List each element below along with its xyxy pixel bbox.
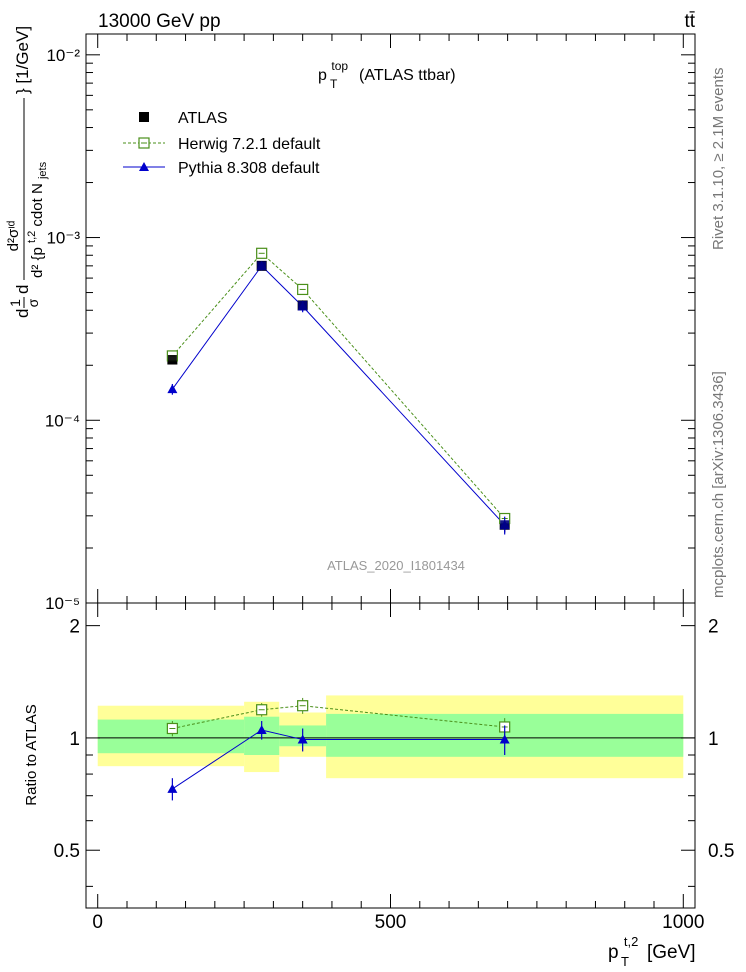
ylabel-suffix: } [1/GeV] (13, 26, 32, 94)
ratio-ytick-label-right: 1 (708, 729, 719, 750)
main-panel: 10⁻⁵ 10⁻⁴ 10⁻³ 10⁻² p top T (ATLAS ttbar) A… (5, 26, 696, 613)
ratio-ytick-label-left: 2 (69, 617, 80, 638)
ratio-data-layer (166, 697, 511, 801)
xtick-label: 0 (92, 912, 103, 933)
ylabel-frac2-den: d² {p t,2 cdot N jets (22, 161, 49, 278)
xlabel-p: p (608, 942, 619, 963)
main-ytick-label: 10⁻³ (46, 229, 80, 248)
ratio-ytick-label-left: 1 (69, 729, 80, 750)
ratio-pythia-point (256, 725, 267, 735)
title-sub: T (330, 77, 338, 91)
ratio-pythia-point (297, 734, 308, 744)
xlabel-sup: t,2 (624, 934, 638, 949)
ratio-pythia-point (499, 734, 510, 744)
xtick-label: 1000 (662, 912, 704, 933)
legend-label-herwig: Herwig 7.2.1 default (178, 136, 321, 153)
title-suffix: (ATLAS ttbar) (359, 67, 456, 84)
xlabel-sub: T (621, 954, 629, 969)
ylabel-mid: d (13, 285, 32, 294)
plot-title: p top T (ATLAS ttbar) (318, 57, 456, 92)
ylabel-den-sub: jets (37, 161, 49, 180)
analysis-watermark: ATLAS_2020_I1801434 (327, 558, 465, 573)
title-sup: top (331, 59, 348, 73)
xlabel-suffix: [GeV] (647, 942, 696, 963)
pythia-point (167, 384, 178, 394)
ratio-ylabel: Ratio to ATLAS (23, 704, 40, 805)
ratio-pythia-point (167, 783, 178, 793)
pythia-line (171, 265, 506, 526)
header-right: tt̄ (684, 11, 695, 32)
ratio-pythia-line (172, 729, 505, 790)
atlas-point-overlay (298, 300, 308, 310)
atlas-point-overlay (257, 261, 267, 271)
main-ytick-label: 10⁻⁴ (45, 411, 80, 430)
ratio-panel: 0.5 0.5 1 1 2 2 0 500 1000 Ratio to ATLAS p t,2 … (23, 602, 734, 971)
herwig-line (171, 252, 506, 519)
legend-label-atlas: ATLAS (178, 110, 228, 127)
ylabel-frac1-num: 1 (7, 299, 23, 307)
main-ytick-label: 10⁻² (46, 46, 80, 65)
ylabel-prefix: d (13, 309, 32, 318)
legend-label-pythia: Pythia 8.308 default (178, 160, 320, 177)
rivet-label: Rivet 3.1.10, ≥ 2.1M events (710, 68, 727, 251)
ratio-bands (97, 695, 695, 779)
ratio-herwig-line (172, 705, 505, 729)
ylabel-den-sup: t,2 (26, 231, 38, 243)
header-left: 13000 GeV pp (98, 11, 221, 32)
xtick-label: 500 (375, 912, 407, 933)
ylabel-frac1-den: σ (25, 298, 41, 307)
ylabel-den-text: d² {p (29, 247, 46, 278)
main-ylabel: d 1 σ d d²σᶦᵈ d² {p t,2 cdot N jets } [1… (5, 26, 49, 318)
ylabel-frac2-num: d²σᶦᵈ (5, 220, 22, 251)
ylabel-den-rest: cdot N (29, 183, 46, 226)
legend-marker-pythia (139, 162, 149, 171)
atlas-point-overlay (167, 355, 177, 365)
title-p: p (318, 67, 327, 84)
main-axes: 10⁻⁵ 10⁻⁴ 10⁻³ 10⁻² (45, 34, 695, 613)
ratio-axes: 0.5 0.5 1 1 2 2 0 500 1000 (54, 603, 734, 933)
main-ytick-label: 10⁻⁵ (45, 594, 80, 613)
atlas-point-overlay (500, 520, 510, 530)
ratio-ytick-label-left: 0.5 (54, 841, 80, 862)
legend: ATLAS Herwig 7.2.1 default Pythia 8.308 … (123, 110, 321, 177)
ratio-ytick-label-right: 2 (708, 617, 719, 638)
ratio-ytick-label-right: 0.5 (708, 841, 734, 862)
legend-marker-atlas (139, 112, 149, 122)
x-axis-label: p t,2 T [GeV] (608, 930, 696, 971)
main-data-layer (166, 247, 511, 535)
mcplots-label: mcplots.cern.ch [arXiv:1306.3436] (710, 371, 727, 598)
